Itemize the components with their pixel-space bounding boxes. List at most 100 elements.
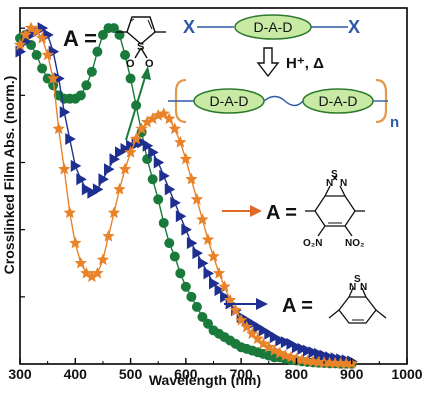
data-point-star (234, 313, 248, 326)
data-point-triangle-right (253, 321, 264, 334)
data-point-star (201, 233, 215, 245)
end-group-right: X (348, 17, 360, 37)
data-point-triangle-right (164, 183, 176, 196)
data-point-circle (186, 291, 197, 302)
data-point-triangle-right (109, 153, 120, 166)
data-point-triangle-right (275, 334, 286, 347)
data-point-triangle-right (297, 342, 308, 355)
data-point-circle (164, 238, 175, 249)
data-point-star (229, 303, 242, 316)
data-point-triangle-right (214, 284, 226, 297)
data-point-circle (81, 80, 92, 91)
data-point-triangle-right (220, 290, 231, 303)
data-point-circle (108, 23, 119, 34)
nitro-btd-n-left: N (326, 178, 333, 189)
btd-n-left: N (349, 282, 356, 293)
acceptor-btd-annotation: A = N S N (224, 274, 387, 324)
polymerization-scheme: X D-A-D X H⁺, Δ D-A-D D-A-D n (168, 14, 399, 131)
data-point-triangle-right (286, 337, 297, 350)
data-point-star (207, 250, 220, 262)
dad-label-monomer: D-A-D (254, 19, 293, 35)
navy-arrow-head (256, 298, 268, 310)
data-point-star (168, 122, 181, 135)
data-point-triangle-right (258, 324, 270, 337)
data-point-star (212, 266, 226, 279)
x-tick-label: 500 (119, 366, 143, 382)
acceptor-thiophene-annotation: A = S O O (63, 16, 166, 141)
acceptor-thiophene-label: A = (63, 26, 97, 51)
data-point-triangle-right (314, 347, 325, 360)
nitro-btd-n-right: N (340, 178, 347, 189)
data-point-star (69, 236, 82, 249)
data-point-triangle-right (65, 132, 76, 145)
data-point-circle (175, 268, 186, 279)
data-point-circle (75, 90, 86, 101)
data-point-triangle-right (153, 156, 165, 169)
data-point-circle (92, 46, 103, 57)
data-point-circle (191, 301, 202, 312)
thiophene-o-atom-right: O (145, 58, 154, 70)
acceptor-nitro-btd-annotation: A = N S N O₂N NO₂ (222, 169, 365, 249)
data-point-star (19, 28, 32, 41)
data-point-triangle-right (308, 346, 320, 359)
x-tick-label: 300 (8, 366, 32, 382)
polymer-linker (263, 95, 304, 107)
data-point-star (157, 107, 170, 120)
data-point-triangle-right (81, 183, 93, 196)
data-point-triangle-right (54, 72, 65, 85)
data-point-circle (147, 174, 158, 185)
data-point-triangle-right (175, 210, 187, 223)
data-point-circle (180, 281, 191, 292)
data-point-triangle-right (92, 183, 104, 196)
btd-s: S (354, 274, 361, 285)
data-point-star (135, 122, 148, 135)
data-point-triangle-right (148, 146, 159, 159)
data-point-circle (86, 66, 97, 77)
data-point-triangle-right (319, 349, 331, 362)
data-point-star (46, 72, 60, 84)
data-point-star (52, 122, 65, 135)
data-point-circle (169, 251, 180, 262)
data-point-star (179, 152, 193, 165)
data-point-star (246, 327, 259, 340)
data-point-triangle-right (325, 351, 336, 364)
thiophene-o-atom-left: O (126, 58, 135, 70)
data-point-star (58, 162, 71, 175)
data-point-star (107, 206, 121, 219)
data-point-star (13, 38, 27, 51)
data-point-star (146, 112, 159, 125)
data-point-triangle-right (181, 223, 192, 236)
data-point-triangle-right (192, 247, 203, 260)
data-point-star (140, 115, 154, 128)
data-point-triangle-right (87, 186, 98, 199)
data-point-triangle-right (203, 267, 214, 280)
thiophene-s-atom: S (137, 41, 144, 53)
data-point-triangle-right (264, 327, 275, 340)
x-tick-label: 600 (174, 366, 198, 382)
data-point-star (74, 256, 87, 269)
data-point-star (85, 270, 99, 282)
data-point-circle (153, 194, 164, 205)
data-point-star (91, 266, 104, 279)
x-tick-label: 400 (64, 366, 88, 382)
x-tick-label: 900 (340, 366, 364, 382)
data-point-triangle-right (120, 143, 132, 156)
data-point-triangle-right (269, 331, 281, 344)
data-point-triangle-right (70, 159, 82, 172)
nitro-group-left: O₂N (303, 238, 322, 249)
data-point-star (190, 192, 204, 205)
data-point-star (113, 182, 126, 195)
data-point-triangle-right (98, 173, 109, 186)
green-arrow-head (141, 66, 151, 80)
data-point-star (35, 31, 49, 44)
tick-layer: 300 400 500 600 700 800 900 1000 (8, 27, 423, 382)
btd-structure (328, 287, 387, 324)
btd-n-right: N (360, 282, 367, 293)
data-point-star (118, 162, 132, 175)
data-point-triangle-right (142, 139, 154, 152)
data-point-triangle-right (186, 237, 198, 250)
orange-arrow-head (250, 205, 262, 217)
data-point-star (240, 320, 253, 333)
data-point-star (251, 332, 264, 345)
